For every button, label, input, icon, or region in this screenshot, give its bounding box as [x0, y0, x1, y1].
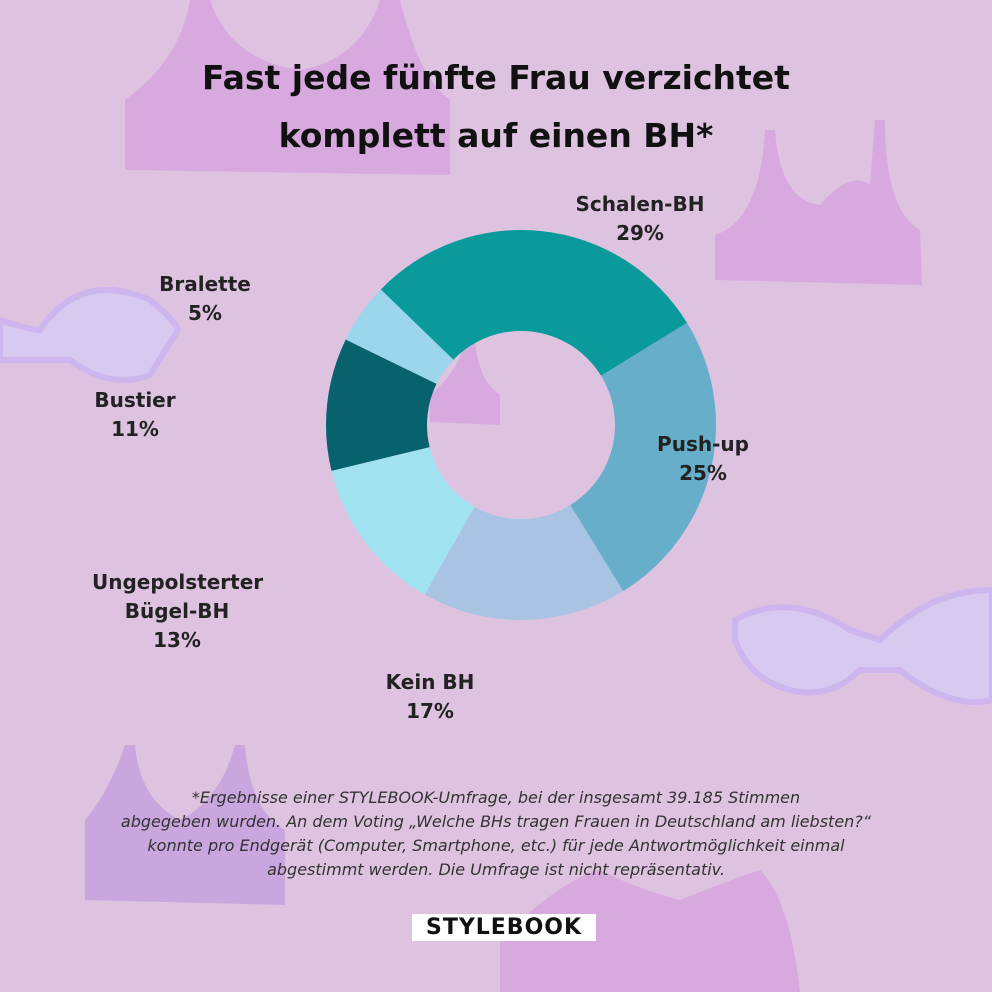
footnote: konnte pro Endgerät (Computer, Smartphon… — [147, 836, 845, 855]
label-text: 5% — [188, 301, 222, 325]
donut-slice — [424, 505, 624, 620]
label-text: 13% — [153, 628, 201, 652]
label-text: Bustier — [94, 388, 176, 412]
slice-label: Ungepolsterter Bügel-BH 13% — [92, 568, 264, 655]
slice-label: Bustier 11% — [35, 386, 235, 444]
brand-logo: STYLEBOOK — [412, 914, 596, 941]
label-text: Push-up — [657, 432, 749, 456]
label-text: 29% — [616, 221, 664, 245]
donut-slice — [380, 230, 688, 376]
footnote: abgegeben wurden. An dem Voting „Welche … — [120, 812, 872, 831]
donut-slice — [570, 322, 716, 592]
label-text: 25% — [679, 461, 727, 485]
label-text: Kein BH — [385, 670, 475, 694]
label-text: Ungepolsterter Bügel-BH — [92, 570, 264, 623]
label-text: Schalen-BH — [575, 192, 705, 216]
label-text: 11% — [111, 417, 159, 441]
slice-label: Kein BH 17% — [330, 668, 530, 726]
slice-label: Push-up 25% — [603, 430, 803, 488]
footnote: abgestimmt werden. Die Umfrage ist nicht… — [267, 860, 725, 879]
chart-title: komplett auf einen BH* — [278, 116, 714, 155]
donut-slice — [345, 289, 454, 384]
label-text: Bralette — [159, 272, 251, 296]
slice-label: Schalen-BH 29% — [540, 190, 740, 248]
footnote: *Ergebnisse einer STYLEBOOK-Umfrage, bei… — [191, 788, 801, 807]
donut-slice — [331, 447, 475, 595]
label-text: 17% — [406, 699, 454, 723]
chart-title: Fast jede fünfte Frau verzichtet — [202, 58, 790, 97]
donut-slice — [326, 339, 437, 471]
slice-label: Bralette 5% — [105, 270, 305, 328]
